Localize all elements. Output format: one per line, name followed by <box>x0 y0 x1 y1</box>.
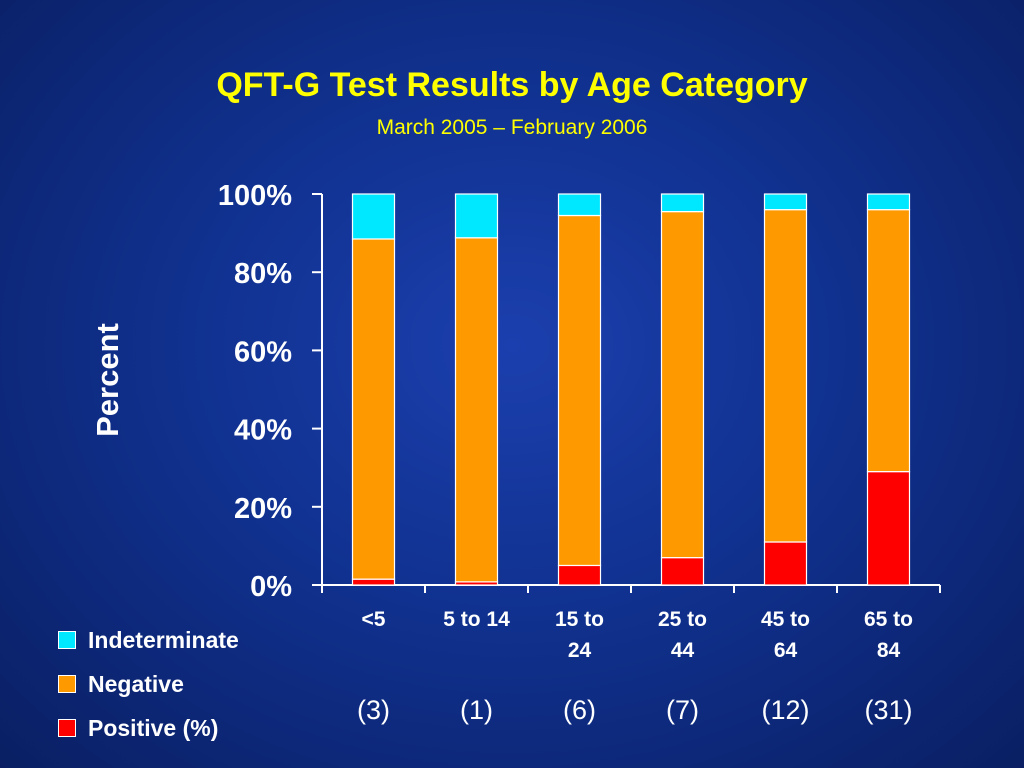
x-tick-label: 84 <box>877 639 901 662</box>
bar-segment-indeterminate <box>866 193 911 211</box>
legend: Indeterminate Negative Positive (%) <box>58 618 239 750</box>
x-tick-label: 45 to <box>761 608 810 631</box>
chart-title: QFT-G Test Results by Age Category <box>216 66 808 104</box>
sample-count-label: (31) <box>864 695 912 725</box>
y-tick-label: 20% <box>234 493 292 525</box>
legend-item-negative: Negative <box>58 662 239 706</box>
bar-segment-negative <box>557 214 602 567</box>
bar-segment-negative <box>866 209 911 473</box>
bar-segment-indeterminate <box>557 193 602 217</box>
legend-swatch-negative <box>58 675 76 693</box>
legend-label-positive: Positive (%) <box>88 714 219 741</box>
bar-segment-negative <box>763 209 808 543</box>
legend-item-indeterminate: Indeterminate <box>58 618 239 662</box>
y-tick-label: 40% <box>234 415 292 447</box>
bar-segment-indeterminate <box>763 193 808 211</box>
x-tick-label: 65 to <box>864 608 913 631</box>
legend-swatch-positive <box>58 719 76 737</box>
bar-segment-positive <box>351 578 396 586</box>
y-tick-label: 80% <box>234 258 292 290</box>
x-tick-label: 64 <box>774 639 798 662</box>
bar-segment-positive <box>660 557 705 586</box>
bar-segment-indeterminate <box>454 193 499 239</box>
x-tick-label: 5 to 14 <box>443 608 510 631</box>
y-tick-label: 0% <box>250 571 292 603</box>
bar-segment-indeterminate <box>660 193 705 213</box>
sample-count-label: (3) <box>357 695 390 725</box>
x-tick-label: 25 to <box>658 608 707 631</box>
sample-count-label: (12) <box>761 695 809 725</box>
chart-subtitle: March 2005 – February 2006 <box>376 116 648 139</box>
bar-segment-positive <box>557 564 602 586</box>
legend-item-positive: Positive (%) <box>58 706 239 750</box>
legend-swatch-indeterminate <box>58 631 76 649</box>
sample-count-label: (6) <box>563 695 596 725</box>
bar-segment-negative <box>660 210 705 559</box>
x-tick-label: 44 <box>671 639 695 662</box>
y-tick-label: 60% <box>234 336 292 368</box>
sample-count-label: (7) <box>666 695 699 725</box>
legend-label-negative: Negative <box>88 670 184 697</box>
sample-count-label: (1) <box>460 695 493 725</box>
x-tick-label: <5 <box>362 608 386 631</box>
bar-segment-negative <box>351 238 396 580</box>
bar-segment-negative <box>454 237 499 583</box>
x-tick-label: 24 <box>568 639 592 662</box>
bar-segment-positive <box>866 471 911 586</box>
x-tick-label: 15 to <box>555 608 604 631</box>
bar-segment-positive <box>763 541 808 586</box>
bar-segment-indeterminate <box>351 193 396 240</box>
y-tick-label: 100% <box>218 180 292 212</box>
legend-label-indeterminate: Indeterminate <box>88 626 239 653</box>
